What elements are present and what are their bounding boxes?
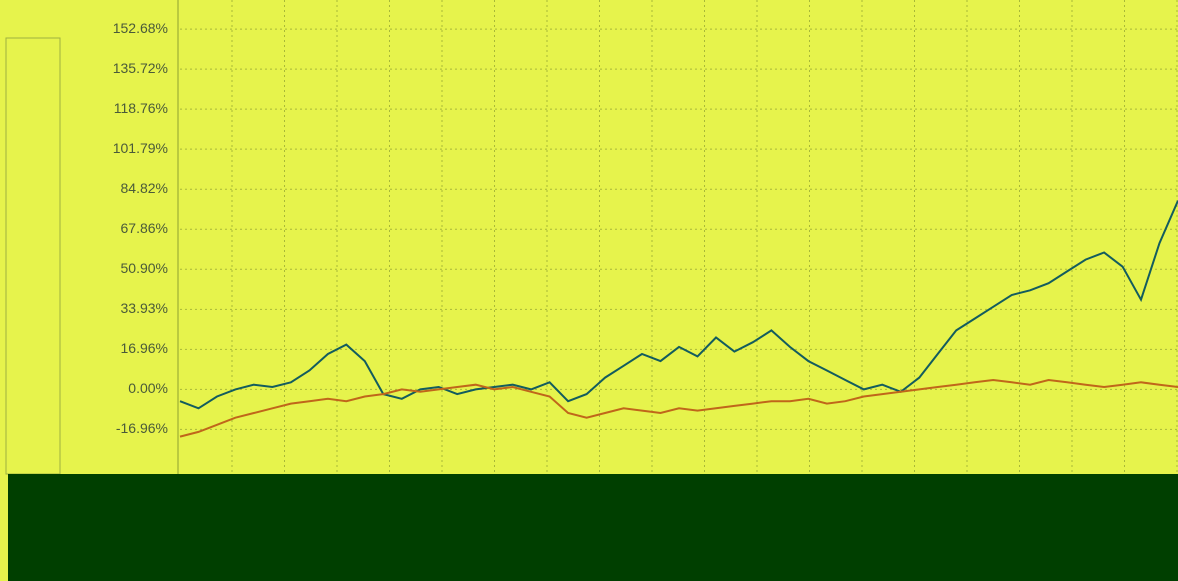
y-tick-label: 0.00%: [128, 380, 168, 396]
bottom-panel: [8, 474, 1178, 581]
y-tick-label: 101.79%: [113, 140, 168, 156]
series-line: [179, 200, 1178, 410]
y-tick-label: -16.96%: [116, 420, 168, 436]
y-tick-label: 118.76%: [114, 100, 168, 116]
y-tick-label: 33.93%: [121, 300, 168, 316]
y-tick-label: 152.68%: [113, 20, 168, 36]
series-line: [179, 378, 1178, 438]
y-tick-label: 135.72%: [113, 60, 168, 76]
y-tick-label: 50.90%: [121, 260, 168, 276]
y-tick-label: 16.96%: [121, 340, 168, 356]
y-tick-label: 84.82%: [121, 180, 168, 196]
y-tick-label: 67.86%: [121, 220, 168, 236]
